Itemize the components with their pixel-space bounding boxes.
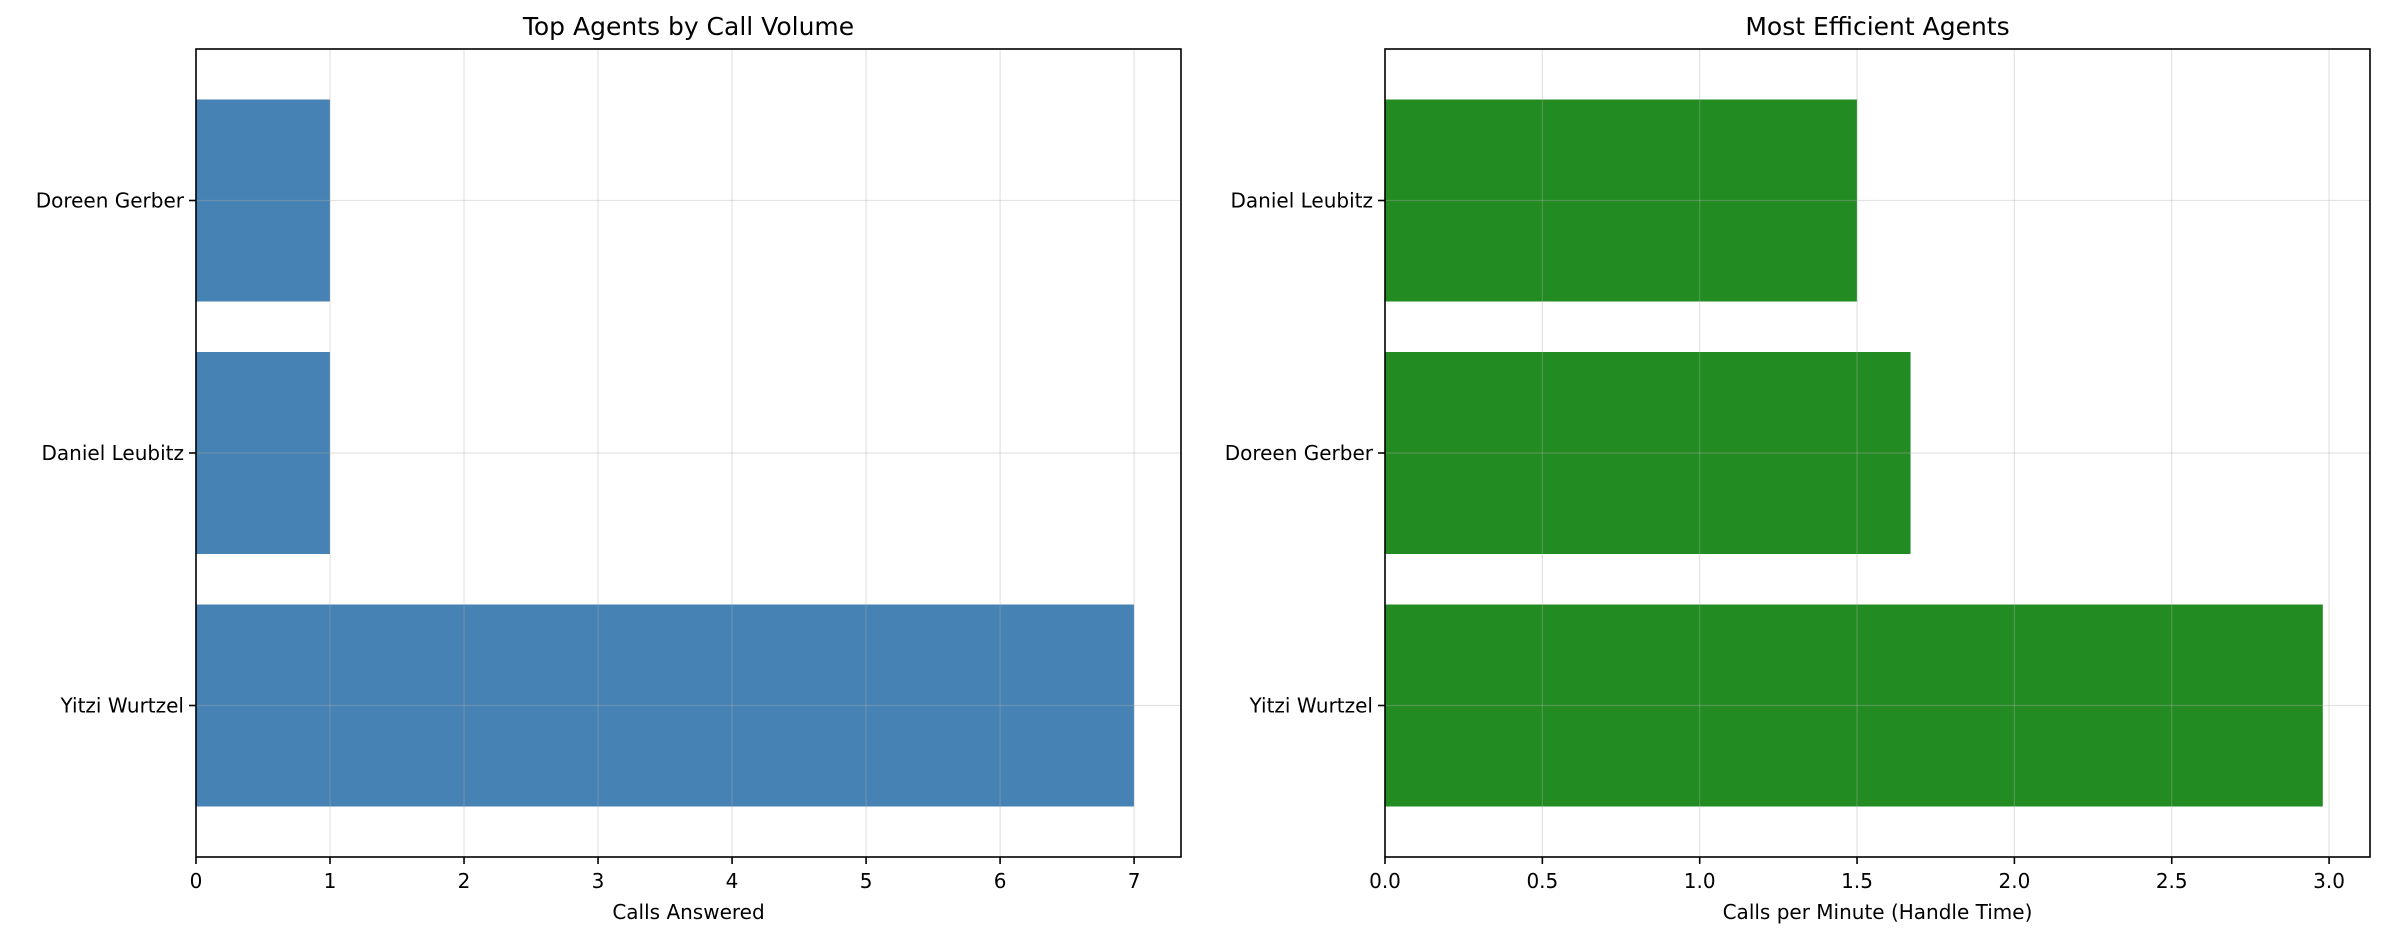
x-axis-label: Calls Answered	[612, 900, 764, 924]
x-axis-ticks: 0.0 0.5 1.0 1.5 2.0 2.5 3.0	[1369, 857, 2345, 893]
x-tick-label: 2.0	[1998, 869, 2030, 893]
x-axis-label: Calls per Minute (Handle Time)	[1723, 900, 2033, 924]
x-tick-label: 4	[726, 869, 739, 893]
y-tick-label: Yitzi Wurtzel	[60, 694, 184, 718]
x-tick-label: 1.0	[1684, 869, 1716, 893]
x-tick-label: 2	[458, 869, 471, 893]
x-tick-label: 3	[592, 869, 605, 893]
chart-title: Top Agents by Call Volume	[522, 12, 854, 41]
y-tick-label: Yitzi Wurtzel	[1249, 694, 1373, 718]
bar	[1385, 604, 2323, 807]
x-tick-label: 0.0	[1369, 869, 1401, 893]
y-tick-label: Daniel Leubitz	[1231, 189, 1373, 213]
y-axis-ticks: Yitzi Wurtzel Daniel Leubitz Doreen Gerber	[36, 189, 196, 718]
x-axis-ticks: 0 1 2 3 4 5 6 7	[190, 857, 1141, 893]
x-tick-label: 6	[994, 869, 1007, 893]
x-tick-label: 1.5	[1841, 869, 1873, 893]
grid	[195, 49, 1181, 857]
bar	[196, 604, 1135, 807]
x-tick-label: 1	[324, 869, 337, 893]
grid	[1384, 49, 2370, 857]
bar	[196, 352, 331, 554]
x-tick-label: 0	[190, 869, 203, 893]
bar	[1385, 352, 1911, 554]
bar	[196, 99, 331, 302]
x-tick-label: 3.0	[2313, 869, 2345, 893]
bars	[1385, 99, 2323, 807]
y-tick-label: Doreen Gerber	[36, 189, 185, 213]
x-tick-label: 2.5	[2156, 869, 2188, 893]
bar	[1385, 99, 1858, 302]
x-tick-label: 0.5	[1526, 869, 1558, 893]
bars	[196, 99, 1135, 807]
y-tick-label: Doreen Gerber	[1225, 441, 1374, 465]
y-axis-ticks: Yitzi Wurtzel Doreen Gerber Daniel Leubitz	[1225, 189, 1385, 718]
x-tick-label: 7	[1128, 869, 1141, 893]
chart-panel-call-volume: Top Agents by Call Volume 0 1 2 3 4 5 6 7 Yitzi …	[36, 12, 1182, 924]
chart-title: Most Efficient Agents	[1745, 12, 2009, 41]
chart-panel-efficiency: Most Efficient Agents 0.0 0.5 1.0 1.5 2.0 2.5…	[1225, 12, 2371, 924]
y-tick-label: Daniel Leubitz	[42, 441, 184, 465]
x-tick-label: 5	[860, 869, 873, 893]
